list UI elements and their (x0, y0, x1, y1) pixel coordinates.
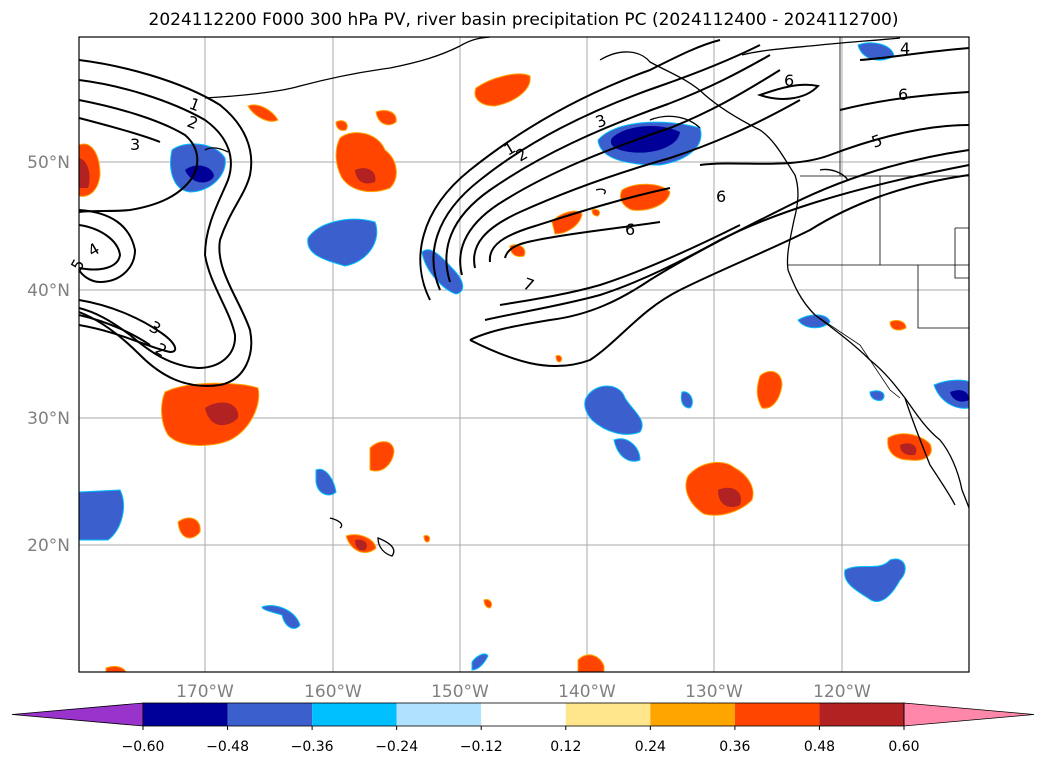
lat-label-30: 30°N (27, 409, 70, 429)
lon-label-160w: 160°W (304, 682, 362, 702)
lon-label-120w: 120°W (813, 682, 871, 702)
contour-label-4b: 4 (900, 39, 910, 58)
lat-label-20: 20°N (27, 536, 70, 556)
contour-label-3c: 3 (593, 110, 609, 131)
contour-label-3b: 3 (146, 317, 164, 339)
contour-label-2b: 2 (152, 339, 170, 361)
colorbar-tick-label: 0.24 (635, 739, 666, 755)
lat-label-50: 50°N (27, 153, 70, 173)
colorbar-tick-label: −0.60 (122, 739, 165, 755)
contour-label-3: 3 (130, 135, 140, 154)
colorbar-tick-label: −0.24 (375, 739, 418, 755)
contour-label-7: 7 (521, 274, 537, 295)
colorbar-box (734, 703, 820, 726)
colorbar-box (312, 703, 397, 726)
colorbar: −0.60 −0.48 −0.36 −0.24 −0.12 0.12 0.24 0.36 0.4… (11, 702, 1035, 755)
colorbar-extend-high (903, 702, 1035, 727)
colorbar-tick-label: 0.60 (888, 739, 919, 755)
colorbar-tick-label: −0.12 (460, 739, 503, 755)
colorbar-box (819, 703, 904, 726)
colorbar-box (396, 703, 482, 726)
lon-label-140w: 140°W (558, 682, 616, 702)
lat-label-40: 40°N (27, 281, 70, 301)
map-title: 2024112200 F000 300 hPa PV, river basin … (148, 10, 899, 30)
political-borders (788, 37, 969, 399)
lon-label-170w: 170°W (176, 682, 234, 702)
pv-contours (78, 39, 970, 387)
contour-label-6d: 6 (784, 71, 794, 90)
colorbar-frame (142, 702, 905, 727)
colorbar-box (481, 703, 566, 726)
colorbar-tick-label: 0.36 (719, 739, 750, 755)
contour-label-6c: 6 (898, 85, 908, 104)
colorbar-box (565, 703, 651, 726)
colorbar-tick-label: −0.48 (206, 739, 249, 755)
contour-label-1: 1 (187, 94, 203, 115)
lon-label-150w: 150°W (431, 682, 489, 702)
colorbar-extend-low (11, 702, 144, 727)
coastlines (204, 36, 970, 557)
map-frame (78, 36, 970, 673)
contour-label-5b: 5 (869, 130, 885, 151)
colorbar-box (227, 703, 313, 726)
colorbar-box (143, 703, 228, 726)
colorbar-tick-label: −0.36 (291, 739, 334, 755)
colorbar-box (650, 703, 735, 726)
contour-label-5: 5 (67, 256, 89, 274)
colorbar-tick-label: 0.48 (804, 739, 835, 755)
negative-precip-anomalies (78, 42, 970, 671)
lon-label-130w: 130°W (685, 682, 743, 702)
positive-precip-anomalies (78, 73, 932, 673)
colorbar-tick-label: 0.12 (550, 739, 581, 755)
contour-label-4: 4 (85, 239, 103, 261)
contour-label-2: 2 (185, 112, 201, 133)
contour-label-6b: 6 (625, 220, 635, 239)
contour-label-6: 6 (716, 187, 726, 206)
